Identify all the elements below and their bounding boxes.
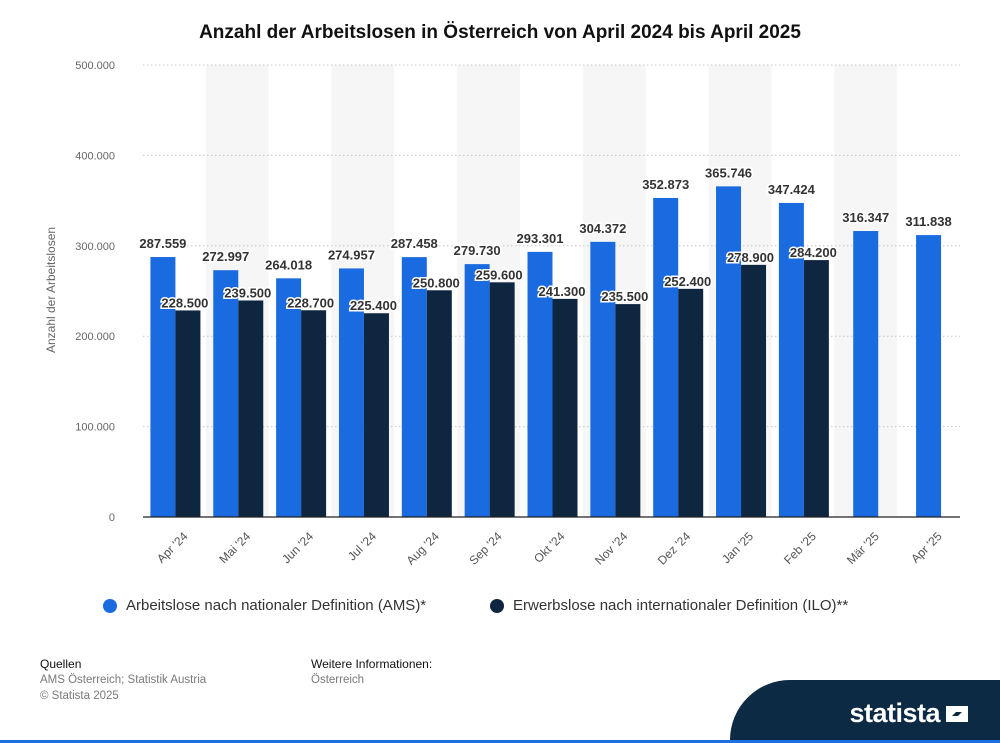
bar-ams xyxy=(464,264,490,517)
x-tick-label: Jan '25 xyxy=(719,529,756,566)
data-label-ilo: 228.700 xyxy=(287,295,334,310)
y-tick-label: 0 xyxy=(109,512,115,524)
data-label-ilo: 225.400 xyxy=(350,298,397,313)
bar-ilo xyxy=(426,290,452,517)
bars xyxy=(150,186,942,518)
x-tick-label: Sep '24 xyxy=(466,529,505,568)
bar-ilo xyxy=(552,298,578,517)
info-block: Weitere Informationen: Österreich xyxy=(311,656,432,688)
legend-marker-ams xyxy=(103,598,117,613)
y-tick-label: 200.000 xyxy=(75,331,115,343)
bar-ams xyxy=(778,202,804,517)
y-tick-label: 400.000 xyxy=(75,150,115,162)
bar-ilo xyxy=(301,310,327,517)
data-label-ams: 274.957 xyxy=(328,247,375,262)
legend-label-ilo: Erwerbslose nach internationaler Definit… xyxy=(513,597,849,614)
legend-label-ams: Arbeitslose nach nationaler Definition (… xyxy=(126,597,427,614)
data-label-ilo: 228.500 xyxy=(161,295,208,310)
statista-logo-text[interactable]: statista xyxy=(849,698,940,728)
x-tick-label: Aug '24 xyxy=(404,529,443,568)
chart-title: Anzahl der Arbeitslosen in Österreich vo… xyxy=(199,22,801,43)
data-label-ams: 347.424 xyxy=(768,182,816,197)
bar-ams xyxy=(653,198,679,517)
bar-ams xyxy=(590,241,616,517)
data-label-ams: 352.873 xyxy=(642,177,689,192)
y-tick-label: 100.000 xyxy=(75,422,115,434)
y-tick-label: 500.000 xyxy=(75,60,115,72)
bar-ams xyxy=(213,270,239,517)
data-label-ilo: 241.300 xyxy=(539,284,586,299)
statista-logo-icon xyxy=(946,706,968,722)
info-heading: Weitere Informationen: xyxy=(311,657,433,671)
data-label-ams: 272.997 xyxy=(202,249,249,264)
bar-ilo xyxy=(741,264,767,517)
data-label-ilo: 239.500 xyxy=(224,285,271,300)
bar-ilo xyxy=(363,313,389,517)
legend-item-ams[interactable]: Arbeitslose nach nationaler Definition (… xyxy=(103,597,426,614)
sources-heading: Quellen xyxy=(40,657,82,671)
data-labels: 287.559 228.500 272.997 239.500 264.018 228.7… xyxy=(138,164,953,315)
x-axis-ticks: Apr '24 Mai '24 Jun '24 Jul '24 Aug '24 Sep '… xyxy=(154,529,945,568)
bar-ams xyxy=(853,231,879,517)
bar-ams xyxy=(401,257,427,517)
data-label-ilo: 284.200 xyxy=(790,245,837,260)
x-tick-label: Apr '25 xyxy=(908,529,945,566)
bar-ilo xyxy=(238,300,264,517)
x-tick-label: Jul '24 xyxy=(345,529,379,563)
bar-ams xyxy=(338,268,364,517)
data-label-ams: 316.347 xyxy=(842,210,889,225)
data-label-ilo: 250.800 xyxy=(413,275,460,290)
x-tick-label: Okt '24 xyxy=(531,529,568,566)
info-text[interactable]: Österreich xyxy=(311,674,365,686)
bar-ilo xyxy=(615,304,641,517)
data-label-ams: 287.458 xyxy=(391,236,438,251)
brand-strip xyxy=(0,740,1000,743)
copyright-text: © Statista 2025 xyxy=(40,690,119,702)
data-label-ams: 264.018 xyxy=(265,257,312,272)
y-axis-ticks: 0 100.000 200.000 300.000 400.000 500.000 xyxy=(75,60,115,524)
y-tick-label: 300.000 xyxy=(75,241,115,253)
data-label-ilo: 259.600 xyxy=(476,267,523,282)
bar-ams xyxy=(916,235,942,517)
bar-ilo xyxy=(678,288,704,517)
bar-ilo xyxy=(803,260,829,517)
x-tick-label: Apr '24 xyxy=(154,529,191,566)
x-tick-label: Dez '24 xyxy=(655,529,694,568)
bar-ams xyxy=(527,251,553,517)
x-tick-label: Feb '25 xyxy=(781,529,819,567)
data-label-ams: 365.746 xyxy=(705,165,752,180)
legend-item-ilo[interactable]: Erwerbslose nach internationaler Definit… xyxy=(490,597,848,614)
legend: Arbeitslose nach nationaler Definition (… xyxy=(0,597,1000,621)
x-tick-label: Nov '24 xyxy=(592,529,631,568)
data-label-ams: 287.559 xyxy=(139,236,186,251)
x-tick-label: Jun '24 xyxy=(279,529,316,566)
bar-ams xyxy=(716,186,742,518)
x-tick-label: Mai '24 xyxy=(216,529,253,566)
sources-text[interactable]: AMS Österreich; Statistik Austria xyxy=(40,674,207,686)
bar-ilo xyxy=(489,282,515,517)
bar-chart: 0 100.000 200.000 300.000 400.000 500.000 287… xyxy=(44,60,960,568)
data-label-ilo: 252.400 xyxy=(664,274,711,289)
legend-marker-ilo xyxy=(490,598,504,613)
data-label-ilo: 235.500 xyxy=(601,289,648,304)
sources-block: Quellen AMS Österreich; Statistik Austri… xyxy=(40,656,206,704)
bar-ams xyxy=(276,278,302,517)
y-axis-label: Anzahl der Arbeitslosen xyxy=(44,227,58,353)
data-label-ams: 304.372 xyxy=(579,221,626,236)
data-label-ilo: 278.900 xyxy=(727,250,774,265)
x-tick-label: Mär '25 xyxy=(844,529,882,567)
data-label-ams: 311.838 xyxy=(905,214,951,229)
bar-ilo xyxy=(175,310,201,517)
bar-ams xyxy=(150,257,176,517)
data-label-ams: 279.730 xyxy=(454,243,501,258)
data-label-ams: 293.301 xyxy=(517,231,564,246)
